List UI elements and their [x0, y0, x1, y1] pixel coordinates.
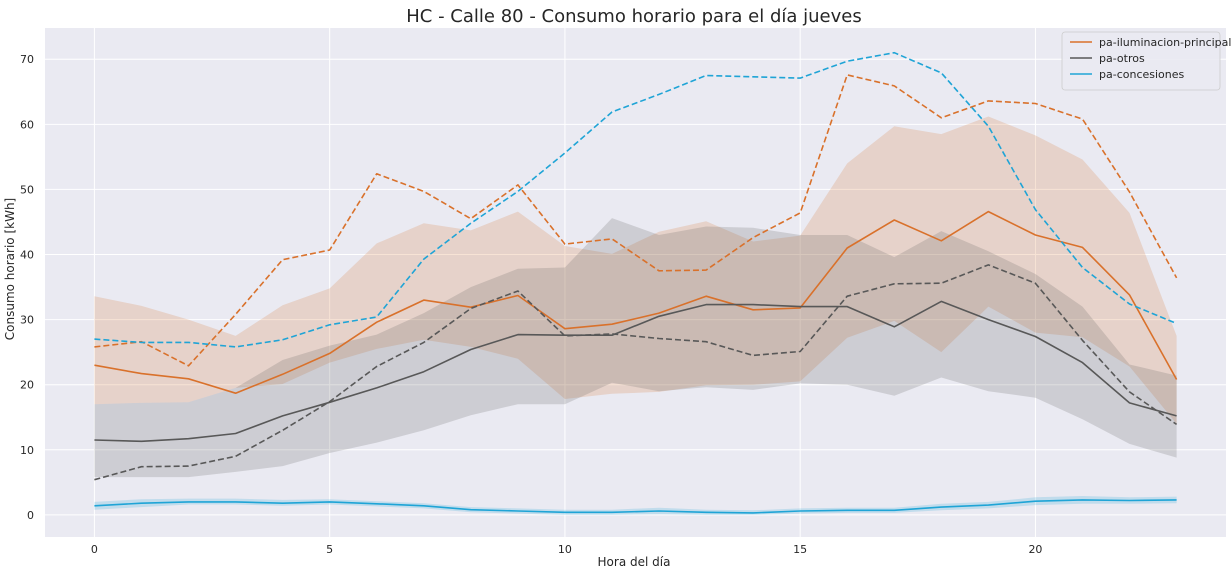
x-tick-label: 10: [558, 543, 572, 556]
dashed-line-pa-iluminacion-principal: [94, 74, 1178, 367]
tick-labels: 0 5 10 15 20 0 10 20 30 40 50 60 70: [20, 53, 1042, 556]
x-axis-title: Hora del día: [598, 555, 671, 569]
legend-box: [1061, 31, 1221, 91]
y-tick-label: 0: [27, 509, 34, 522]
confidence-band-pa-iluminacion-principal: [94, 116, 1177, 424]
confidence-band-pa-otros: [94, 218, 1177, 478]
x-tick-label: 15: [793, 543, 807, 556]
legend-label: pa-concesiones: [1099, 68, 1185, 81]
mean-line-pa-otros: [94, 300, 1177, 443]
series-lines: [94, 51, 1178, 514]
y-tick-label: 30: [20, 314, 34, 327]
x-tick-label: 20: [1028, 543, 1042, 556]
dashed-line-pa-otros: [94, 264, 1178, 481]
y-axis-title: Consumo horario [kWh]: [3, 198, 17, 340]
y-tick-label: 10: [20, 444, 34, 457]
mean-line-pa-concesiones: [94, 499, 1177, 514]
y-tick-label: 50: [20, 183, 34, 196]
plot-area: [45, 28, 1226, 537]
dashed-line-pa-concesiones: [94, 51, 1177, 348]
y-tick-label: 70: [20, 53, 34, 66]
legend-label: pa-otros: [1099, 52, 1145, 65]
y-tick-label: 40: [20, 249, 34, 262]
legend-label: pa-iluminacion-principal: [1099, 36, 1231, 49]
y-tick-label: 60: [20, 118, 34, 131]
legend: pa-iluminacion-principal pa-otros pa-conce…: [1061, 31, 1231, 91]
x-tick-label: 5: [326, 543, 333, 556]
y-tick-label: 20: [20, 379, 34, 392]
chart-title: HC - Calle 80 - Consumo horario para el …: [406, 6, 861, 27]
x-tick-label: 0: [91, 543, 98, 556]
mean-line-pa-iluminacion-principal: [94, 210, 1178, 395]
